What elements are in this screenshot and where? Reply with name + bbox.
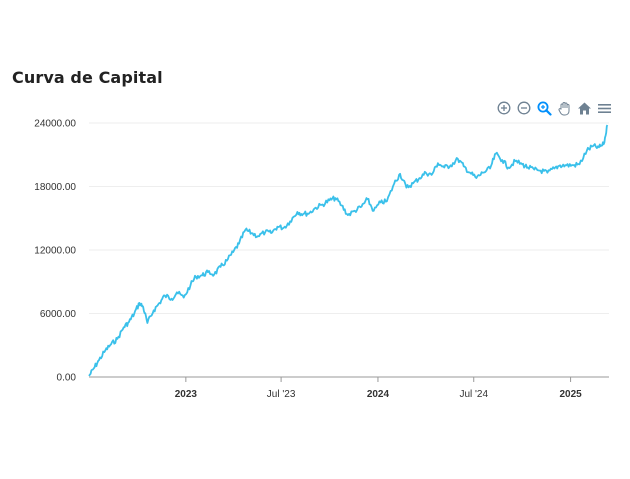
x-axis-ticks: 2023 Jul '23 2024 Jul '24 2025 [175,377,582,400]
zoom-selection-icon[interactable] [535,99,553,117]
chart-title: Curva de Capital [12,68,163,87]
y-tick-label: 24000.00 [34,119,76,130]
reset-home-icon[interactable] [575,99,593,117]
x-tick-label: 2023 [175,389,198,400]
zoom-in-icon[interactable] [495,99,513,117]
x-tick-label: Jul '24 [459,389,488,400]
y-tick-label: 18000.00 [34,182,76,193]
y-axis-ticks: 24000.00 18000.00 12000.00 6000.00 0.00 [34,119,76,384]
y-tick-label: 0.00 [57,373,77,384]
menu-icon[interactable] [595,99,613,117]
y-tick-label: 6000.00 [40,309,77,320]
grid-lines [89,122,609,314]
equity-curve-line [88,124,609,377]
x-tick-label: Jul '23 [267,389,296,400]
x-tick-label: 2025 [559,389,582,400]
pan-hand-icon[interactable] [555,99,573,117]
y-tick-label: 12000.00 [34,246,76,257]
x-tick-label: 2024 [367,389,390,400]
chart-toolbar [495,99,613,117]
zoom-out-icon[interactable] [515,99,533,117]
